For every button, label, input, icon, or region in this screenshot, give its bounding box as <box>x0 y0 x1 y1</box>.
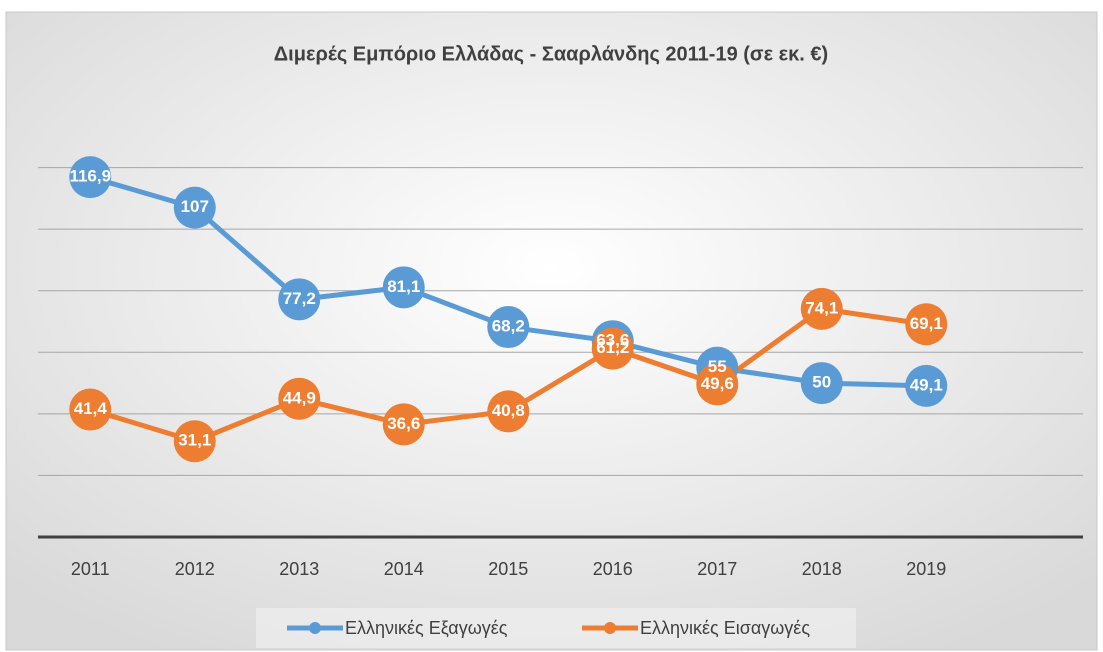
data-label: 74,1 <box>805 298 838 317</box>
data-label: 31,1 <box>178 431 211 450</box>
point-marker <box>69 388 112 431</box>
data-label: 68,2 <box>492 317 525 336</box>
data-label: 36,6 <box>387 414 420 433</box>
data-label: 81,1 <box>387 277 420 296</box>
point-marker <box>800 287 843 330</box>
point-marker <box>278 278 321 321</box>
chart-title: Διμερές Εμπόριο Ελλάδας - Σααρλάνδης 201… <box>274 43 828 65</box>
data-label: 40,8 <box>492 401 525 420</box>
x-tick-label: 2011 <box>71 559 110 579</box>
x-tick-label: 2019 <box>906 559 946 579</box>
x-tick-label: 2016 <box>593 559 633 579</box>
point-marker <box>382 266 425 309</box>
point-marker <box>905 303 948 346</box>
data-label: 69,1 <box>910 314 943 333</box>
point-marker <box>382 403 425 446</box>
data-label: 63,6 <box>596 331 629 350</box>
x-tick-label: 2012 <box>175 559 215 579</box>
x-tick-label: 2013 <box>279 559 319 579</box>
point-marker <box>69 156 112 199</box>
data-label: 61,2 <box>596 338 629 357</box>
point-marker <box>487 390 530 433</box>
data-label: 49,1 <box>910 375 943 394</box>
x-tick-label: 2018 <box>802 559 842 579</box>
point-marker <box>800 362 843 405</box>
data-label: 116,9 <box>69 167 111 186</box>
legend-label: Ελληνικές Εισαγωγές <box>640 618 810 638</box>
data-label: 49,6 <box>701 374 734 393</box>
point-marker <box>591 327 634 370</box>
data-label: 44,9 <box>283 388 316 407</box>
legend-box <box>256 608 856 648</box>
point-marker <box>278 377 321 420</box>
data-label: 41,4 <box>74 399 108 418</box>
data-label: 55 <box>708 357 727 376</box>
point-marker <box>173 420 216 463</box>
x-tick-label: 2015 <box>488 559 528 579</box>
data-label: 107 <box>181 197 209 216</box>
legend-marker <box>309 622 321 634</box>
data-label: 50 <box>812 373 831 392</box>
x-tick-label: 2014 <box>384 559 424 579</box>
legend-label: Ελληνικές Εξαγωγές <box>345 618 508 638</box>
point-marker <box>905 364 948 407</box>
legend-marker <box>604 622 616 634</box>
point-marker <box>487 306 530 349</box>
x-tick-label: 2017 <box>697 559 737 579</box>
point-marker <box>696 363 739 406</box>
data-label: 77,2 <box>283 289 316 308</box>
point-marker <box>173 186 216 229</box>
